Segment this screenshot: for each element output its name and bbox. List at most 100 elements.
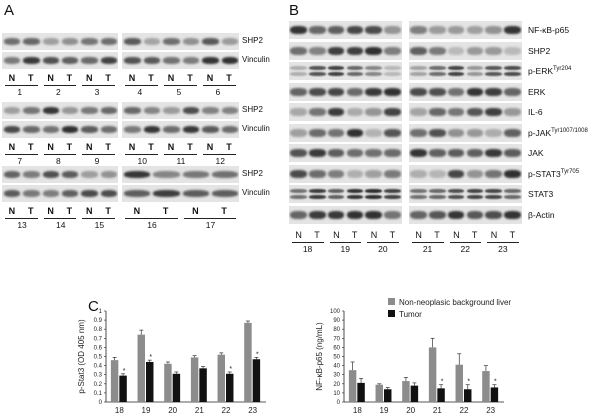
panel-b-blot-strip: [409, 103, 522, 121]
blot-band: [485, 169, 503, 178]
lane-label-n: N: [47, 206, 54, 216]
panel-b-blot-strip: [289, 41, 402, 60]
blot-band: [384, 128, 401, 137]
blot-band: [365, 26, 383, 34]
significance-mark: *: [123, 368, 126, 375]
y-tick-label: 0.2: [94, 382, 103, 388]
blot-band: [62, 57, 79, 64]
blot-band: [447, 66, 465, 70]
blot-band: [23, 38, 40, 45]
blot-band: [23, 190, 40, 197]
marker-label: IL-6: [528, 107, 543, 117]
blot-band: [153, 190, 180, 197]
lane-underline: [449, 242, 482, 243]
panel-b-blot-strip: [409, 185, 522, 203]
sample-number: 21: [422, 244, 433, 254]
blot-band: [308, 26, 326, 34]
marker-label-text: p-JAK: [528, 127, 552, 138]
marker-label-superscript: Tyr1007/1008: [551, 127, 588, 134]
bar-tumor: [172, 373, 181, 402]
sample-number: 7: [17, 156, 23, 166]
blot-band: [308, 128, 326, 137]
panel-a-blot-vinculin: [122, 121, 239, 138]
blot-band: [202, 107, 219, 114]
blot-band: [221, 107, 238, 114]
blot-band: [290, 26, 307, 34]
sample-number: 5: [176, 87, 182, 97]
bar-tumor: [119, 375, 127, 402]
lane-label-n: N: [167, 73, 175, 83]
blot-band: [143, 57, 160, 64]
lane-label-n: N: [47, 142, 54, 152]
blot-band: [290, 66, 307, 70]
lane-underline: [82, 85, 115, 86]
y-tick-label: 0.1: [94, 391, 103, 397]
sample-number: 3: [94, 87, 100, 97]
blot-band: [211, 171, 238, 178]
lane-underline: [164, 154, 197, 155]
panel-b-blot-strip: [289, 62, 402, 80]
blot-band: [384, 72, 401, 76]
blot-band: [384, 210, 401, 219]
y-axis-label: p-Stat3 (OD 405 nm): [77, 319, 86, 394]
blot-band: [365, 128, 383, 137]
blot-band: [143, 107, 160, 114]
blot-band: [327, 87, 345, 96]
lane-underline: [125, 218, 178, 219]
sample-number: 4: [137, 87, 143, 97]
blot-band: [346, 26, 364, 34]
lane-label-t: T: [226, 142, 232, 152]
lane-underline: [329, 242, 362, 243]
panel-b-blot-strip: [289, 103, 402, 121]
blot-band: [327, 66, 345, 70]
x-tick-label: 23: [248, 406, 257, 415]
lane-label-n: N: [8, 142, 16, 152]
blot-band: [485, 195, 503, 199]
blot-band: [202, 38, 219, 45]
blot-band: [327, 210, 345, 219]
panel-label-c: C: [88, 298, 99, 315]
significance-mark: *: [229, 366, 232, 373]
y-tick-label: 0.5: [94, 355, 103, 361]
y-tick-label: 100: [330, 309, 341, 315]
lane-label-t: T: [351, 230, 358, 240]
panel-b-blot-strip: [289, 123, 402, 142]
blot-band: [23, 57, 40, 64]
blot-band: [346, 87, 364, 96]
blot-band: [81, 126, 98, 133]
lane-underline: [5, 85, 38, 86]
y-tick-label: 40: [333, 364, 340, 370]
lane-label-n: N: [453, 230, 460, 240]
marker-label-shp2: SHP2: [242, 36, 263, 45]
blot-band: [447, 46, 465, 55]
x-tick-label: 22: [222, 406, 231, 415]
significance-mark: *: [149, 354, 152, 361]
panel-a-blot-shp2: [122, 33, 239, 50]
blot-band: [447, 210, 465, 219]
blot-band: [428, 46, 446, 55]
bar-non-neoplastic: [137, 334, 145, 402]
x-tick-label: 20: [168, 406, 177, 415]
blot-band: [100, 107, 117, 114]
blot-band: [308, 108, 326, 116]
blot-band: [221, 38, 238, 45]
blot-band: [42, 38, 59, 45]
blot-band: [466, 72, 484, 76]
marker-label: p-STAT3Tyr705: [528, 169, 579, 179]
panel-a-blot-vinculin: [2, 121, 118, 138]
blot-band: [384, 46, 401, 55]
blot-band: [308, 72, 326, 76]
chart-nfkb-p65: 0 10 20 30 40 50 60 70 80 90 100 NF-κB-p65 (ng/mL) 1…: [315, 298, 511, 415]
x-tick-label: 18: [115, 406, 124, 415]
blot-band: [346, 46, 364, 55]
blot-band: [466, 189, 484, 193]
blot-band: [447, 108, 465, 116]
blot-band: [384, 149, 401, 157]
blot-band: [308, 195, 326, 199]
blot-band: [365, 210, 383, 219]
blot-band: [4, 126, 21, 133]
bar-tumor: [226, 373, 234, 402]
blot-band: [410, 210, 427, 219]
blot-band: [410, 128, 427, 137]
lane-label-n: N: [86, 73, 93, 83]
